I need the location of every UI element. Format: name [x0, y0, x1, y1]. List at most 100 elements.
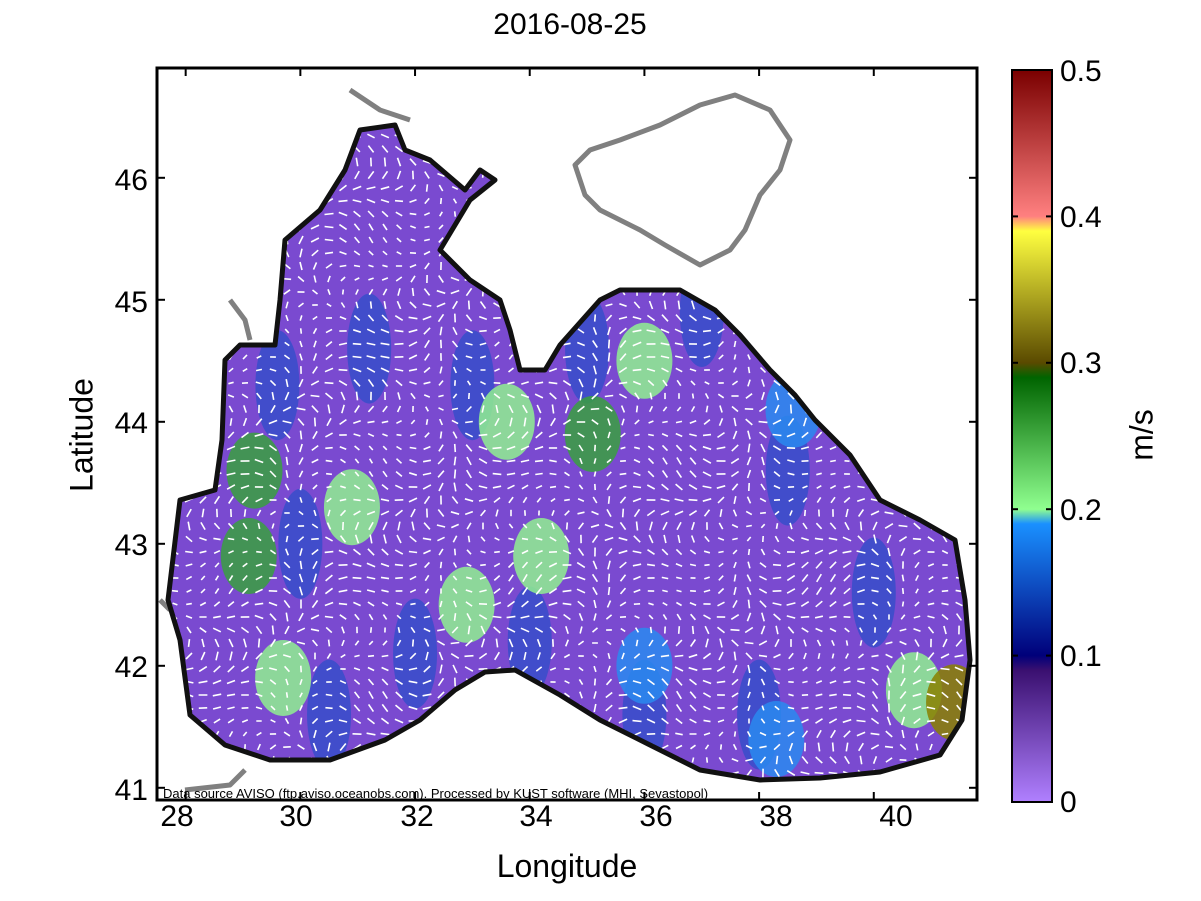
velocity-vector	[912, 146, 922, 152]
velocity-vector	[465, 639, 473, 647]
velocity-vector	[564, 471, 570, 477]
velocity-vector	[900, 547, 906, 557]
velocity-vector	[410, 508, 416, 518]
velocity-vector	[467, 300, 471, 310]
velocity-vector	[607, 352, 611, 362]
velocity-vector	[381, 210, 389, 218]
colorbar-tick-label: 0.1	[1060, 640, 1102, 673]
velocity-vector	[213, 225, 221, 229]
velocity-vector	[801, 262, 809, 270]
velocity-vector	[480, 744, 486, 750]
velocity-vector	[955, 444, 963, 452]
velocity-vector	[773, 379, 781, 387]
velocity-vector	[928, 393, 934, 399]
velocity-vector	[186, 743, 192, 751]
velocity-vector	[522, 147, 528, 151]
velocity-vector	[299, 560, 303, 570]
velocity-vector	[886, 627, 892, 633]
velocity-vector	[718, 287, 724, 297]
velocity-vector	[606, 471, 612, 477]
velocity-vector	[327, 275, 331, 283]
velocity-vector	[772, 445, 782, 451]
velocity-vector	[355, 289, 359, 295]
velocity-vector	[955, 328, 963, 334]
velocity-vector	[901, 249, 905, 257]
velocity-vector	[703, 355, 711, 359]
velocity-vector	[494, 417, 500, 427]
velocity-vector	[704, 393, 710, 399]
velocity-vector	[675, 444, 683, 452]
velocity-vector	[843, 251, 851, 255]
velocity-vector	[227, 394, 235, 398]
velocity-vector	[551, 288, 555, 296]
velocity-vector	[970, 746, 975, 749]
velocity-vector	[758, 588, 768, 594]
velocity-vector	[593, 378, 597, 388]
velocity-vector	[187, 756, 191, 764]
velocity-vector	[311, 537, 319, 541]
velocity-vector	[200, 757, 206, 763]
velocity-vector	[618, 212, 628, 216]
velocity-vector	[310, 237, 320, 243]
velocity-vector	[815, 600, 823, 608]
velocity-vector	[299, 717, 303, 725]
velocity-vector	[228, 171, 234, 179]
velocity-vector	[914, 495, 920, 505]
velocity-vector	[733, 354, 737, 360]
velocity-vector	[255, 588, 263, 594]
velocity-vector	[830, 263, 836, 269]
velocity-vector	[327, 289, 331, 295]
velocity-vector	[593, 471, 597, 477]
velocity-vector	[802, 485, 808, 489]
velocity-vector	[492, 485, 502, 489]
velocity-vector	[341, 109, 346, 110]
velocity-vector	[493, 575, 501, 581]
velocity-vector	[170, 367, 180, 373]
velocity-vector	[298, 457, 304, 465]
velocity-vector	[494, 159, 500, 165]
velocity-vector	[788, 108, 794, 111]
velocity-vector	[732, 549, 738, 555]
velocity-vector	[829, 561, 837, 569]
velocity-vector	[590, 524, 600, 528]
velocity-vector	[662, 613, 668, 621]
velocity-vector	[886, 157, 892, 167]
velocity-vector	[676, 613, 682, 621]
velocity-vector	[872, 470, 878, 478]
velocity-vector	[297, 744, 305, 750]
velocity-vector	[465, 601, 473, 607]
velocity-vector	[255, 625, 263, 635]
velocity-vector	[564, 315, 570, 321]
velocity-vector	[941, 705, 949, 711]
velocity-vector	[367, 717, 375, 725]
velocity-vector	[535, 160, 543, 164]
velocity-vector	[381, 122, 389, 123]
velocity-vector	[184, 329, 194, 333]
velocity-vector	[941, 355, 949, 359]
velocity-vector	[843, 328, 851, 334]
velocity-vector	[887, 677, 891, 687]
velocity-vector	[661, 171, 669, 179]
velocity-vector	[955, 639, 963, 647]
velocity-vector	[579, 457, 583, 465]
velocity-vector	[942, 185, 948, 191]
velocity-vector	[634, 742, 640, 752]
velocity-vector	[578, 235, 584, 245]
velocity-vector	[731, 692, 739, 698]
velocity-vector	[886, 392, 892, 400]
velocity-vector	[829, 680, 837, 684]
velocity-vector	[283, 431, 291, 439]
velocity-vector	[884, 172, 894, 178]
velocity-vector	[609, 107, 610, 113]
velocity-vector	[887, 210, 891, 218]
velocity-vector	[326, 417, 332, 427]
velocity-vector	[506, 627, 516, 633]
velocity-vector	[228, 496, 234, 504]
velocity-vector	[492, 601, 502, 607]
velocity-vector	[479, 109, 487, 111]
velocity-vector	[185, 652, 193, 660]
velocity-vector	[662, 756, 668, 764]
velocity-vector	[689, 718, 697, 724]
velocity-vector	[408, 692, 418, 698]
velocity-vector	[563, 264, 571, 268]
